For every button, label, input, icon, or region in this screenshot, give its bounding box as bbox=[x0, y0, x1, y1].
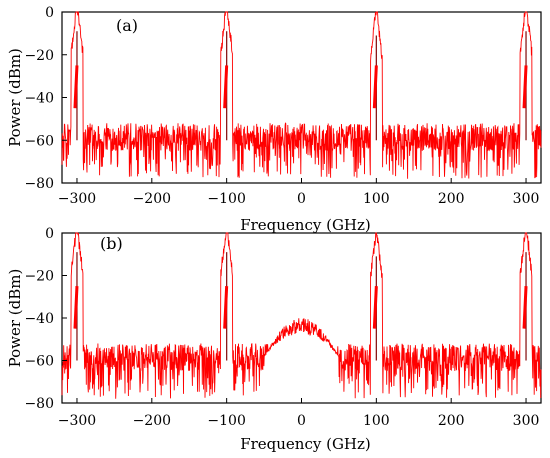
panel-b: −300 −200 −100 0 100 200 300 0 −20 −40 −60 −80 Frequ… bbox=[6, 226, 542, 453]
x-tick-label: 300 bbox=[513, 413, 540, 429]
x-tick-label: 0 bbox=[297, 191, 306, 207]
y-tick-label: −40 bbox=[24, 311, 54, 327]
x-axis-label: Frequency (GHz) bbox=[240, 435, 371, 453]
x-tick-label: −200 bbox=[133, 191, 171, 207]
peak-shoulder bbox=[73, 65, 79, 109]
peak-shoulder bbox=[223, 65, 229, 109]
y-tick-label: 0 bbox=[45, 5, 54, 21]
peak-shoulder bbox=[522, 65, 528, 109]
x-tick-label: 300 bbox=[513, 191, 540, 207]
x-tick-label: −300 bbox=[58, 413, 96, 429]
x-tick-label: −200 bbox=[133, 413, 171, 429]
peak-shoulder bbox=[223, 286, 229, 329]
x-axis-label: Frequency (GHz) bbox=[240, 216, 371, 234]
y-tick-label: −60 bbox=[24, 133, 54, 149]
y-tick-label: −20 bbox=[24, 48, 54, 64]
y-tick-label: −40 bbox=[24, 91, 54, 107]
panel-a: −300 −200 −100 0 100 200 300 0 −20 −40 −60 −80 Frequ… bbox=[6, 5, 542, 234]
y-tick-label: −80 bbox=[24, 176, 54, 192]
peak-shoulder bbox=[522, 286, 528, 329]
y-axis-label: Power (dBm) bbox=[6, 269, 24, 368]
x-tick-label: 200 bbox=[438, 191, 465, 207]
x-tick-label: −100 bbox=[207, 191, 245, 207]
panel-label: (b) bbox=[100, 234, 123, 253]
x-tick-label: 0 bbox=[297, 413, 306, 429]
panel-label: (a) bbox=[116, 16, 138, 35]
peak-shoulder bbox=[372, 65, 378, 109]
y-tick-label: 0 bbox=[45, 226, 54, 242]
peak-shoulder bbox=[372, 286, 378, 329]
y-tick-label: −80 bbox=[24, 396, 54, 412]
x-tick-label: 200 bbox=[438, 413, 465, 429]
spectrum-trace bbox=[61, 232, 542, 399]
x-tick-label: −100 bbox=[207, 413, 245, 429]
peak-shoulder bbox=[73, 286, 79, 329]
x-tick-label: 100 bbox=[363, 413, 390, 429]
spectrum-trace bbox=[61, 11, 542, 179]
y-tick-label: −60 bbox=[24, 354, 54, 370]
x-tick-label: 100 bbox=[363, 191, 390, 207]
y-axis-label: Power (dBm) bbox=[6, 48, 24, 147]
x-tick-label: −300 bbox=[58, 191, 96, 207]
y-tick-label: −20 bbox=[24, 269, 54, 285]
